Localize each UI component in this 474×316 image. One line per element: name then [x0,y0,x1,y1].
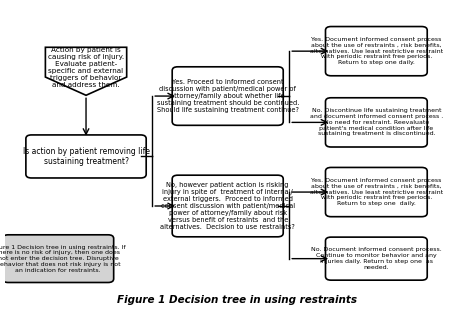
Text: Action by patient is
causing risk of injury.
Evaluate patient-
specific and exte: Action by patient is causing risk of inj… [48,47,124,88]
FancyBboxPatch shape [26,135,146,178]
FancyBboxPatch shape [326,98,427,147]
Text: No. Document informed consent process.
Continue to monitor behavior and any
inju: No. Document informed consent process. C… [311,247,442,270]
FancyBboxPatch shape [3,235,114,283]
FancyBboxPatch shape [326,27,427,76]
Polygon shape [46,47,127,95]
Text: Is action by patient removing life
sustaining treatment?: Is action by patient removing life susta… [23,147,149,166]
Text: Figure 1 Decision tree in using restraints: Figure 1 Decision tree in using restrain… [117,295,357,306]
Text: No. Discontinue life sustaining treatment
and document informed consent process : No. Discontinue life sustaining treatmen… [310,108,443,137]
Text: Yes. Document informed consent process
about the use of restraints , risk benefi: Yes. Document informed consent process a… [310,178,443,206]
FancyBboxPatch shape [326,167,427,217]
FancyBboxPatch shape [172,67,283,125]
Text: Yes. Document informed consent process
about the use of restraints , risk benefi: Yes. Document informed consent process a… [310,37,443,65]
Text: Yes. Proceed to informed consent
discussion with patient/medical power of
attorn: Yes. Proceed to informed consent discuss… [156,79,299,113]
Text: No, however patient action is risking
injury in spite of  treatment of internal/: No, however patient action is risking in… [160,182,295,230]
FancyBboxPatch shape [172,175,283,237]
Text: Figure 1 Decision tree in using restraints. If
there is no risk of injury, then : Figure 1 Decision tree in using restrain… [0,245,126,273]
FancyBboxPatch shape [326,237,427,280]
